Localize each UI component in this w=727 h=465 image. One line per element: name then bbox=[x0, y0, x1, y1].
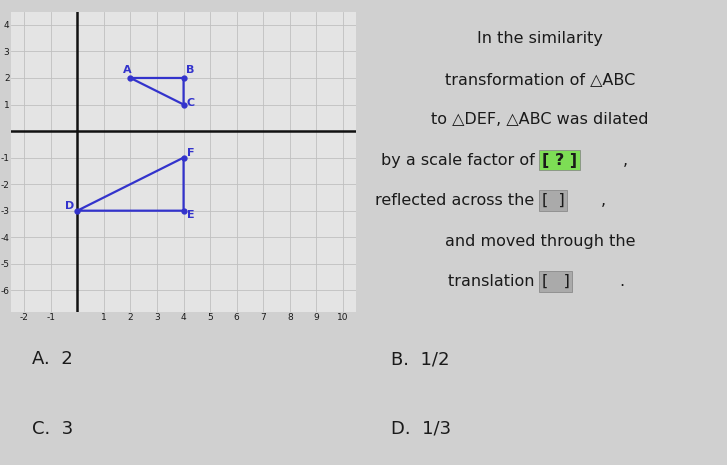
Text: E: E bbox=[187, 210, 194, 220]
Text: ,: , bbox=[622, 153, 627, 167]
Text: A: A bbox=[122, 65, 131, 75]
Text: ,: , bbox=[601, 193, 606, 208]
Text: [ ? ]: [ ? ] bbox=[542, 153, 577, 167]
Text: D: D bbox=[65, 201, 75, 212]
Text: A.  2: A. 2 bbox=[32, 350, 73, 368]
Text: C: C bbox=[187, 98, 195, 108]
Text: In the similarity: In the similarity bbox=[477, 31, 603, 46]
Text: .: . bbox=[619, 274, 624, 289]
Text: translation: translation bbox=[448, 274, 539, 289]
Text: D.  1/3: D. 1/3 bbox=[391, 420, 451, 438]
Text: F: F bbox=[187, 148, 194, 158]
Text: to △DEF, △ABC was dilated: to △DEF, △ABC was dilated bbox=[431, 112, 648, 127]
Text: [   ]: [ ] bbox=[542, 274, 569, 289]
Text: B: B bbox=[186, 65, 195, 75]
Text: transformation of △ABC: transformation of △ABC bbox=[445, 72, 635, 86]
Text: and moved through the: and moved through the bbox=[444, 233, 635, 249]
Text: C.  3: C. 3 bbox=[32, 420, 73, 438]
Text: by a scale factor of: by a scale factor of bbox=[381, 153, 539, 167]
Text: [  ]: [ ] bbox=[542, 193, 564, 208]
Text: B.  1/2: B. 1/2 bbox=[391, 350, 450, 368]
Text: reflected across the: reflected across the bbox=[375, 193, 539, 208]
